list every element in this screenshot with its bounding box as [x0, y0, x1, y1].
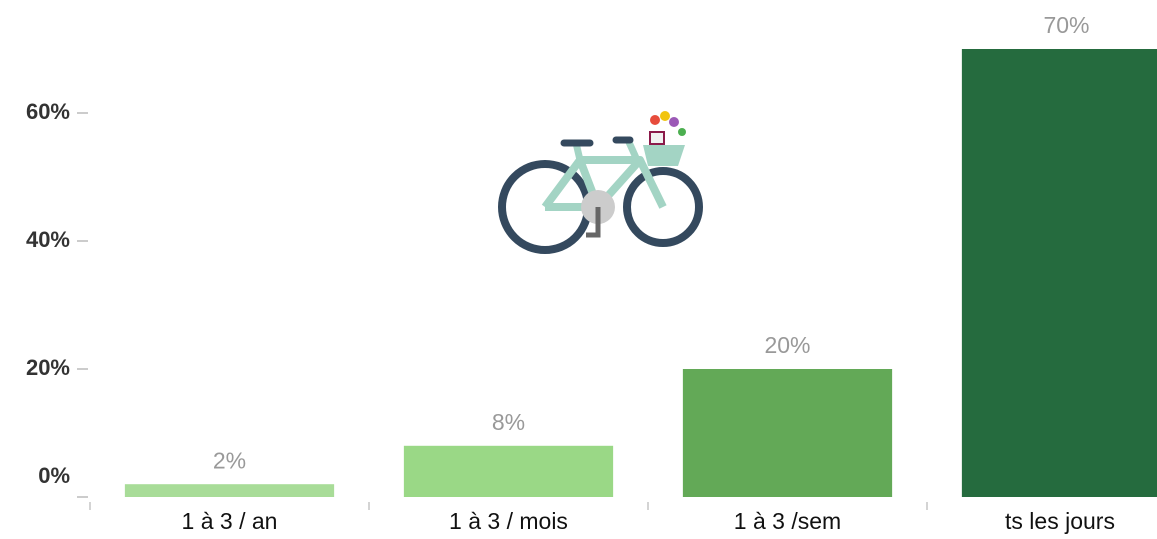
x-tick-label: ts les jours — [1005, 508, 1115, 534]
x-tick-label: 1 à 3 / an — [182, 508, 278, 534]
page: {"chart_data": {"type": "bar", "categori… — [0, 0, 1157, 539]
y-tick-label: 0% — [38, 463, 70, 488]
value-label: 20% — [764, 332, 810, 358]
y-tick-label: 40% — [26, 227, 70, 252]
x-tick-label: 1 à 3 /sem — [734, 508, 841, 534]
y-tick-label: 60% — [26, 99, 70, 124]
bar — [125, 484, 334, 497]
value-label: 70% — [1043, 12, 1089, 38]
value-label: 8% — [492, 409, 525, 435]
bicycle-illustration — [502, 111, 699, 250]
chart: 0% 20% 40% 60% 1 à 3 / an 2% 1 à 3 / mois 8% 1 à… — [0, 0, 1157, 539]
y-tick-label: 20% — [26, 355, 70, 380]
bar — [962, 49, 1157, 497]
x-tick-label: 1 à 3 / mois — [449, 508, 568, 534]
bar — [683, 369, 892, 497]
bar — [404, 446, 613, 497]
value-label: 2% — [213, 447, 246, 473]
